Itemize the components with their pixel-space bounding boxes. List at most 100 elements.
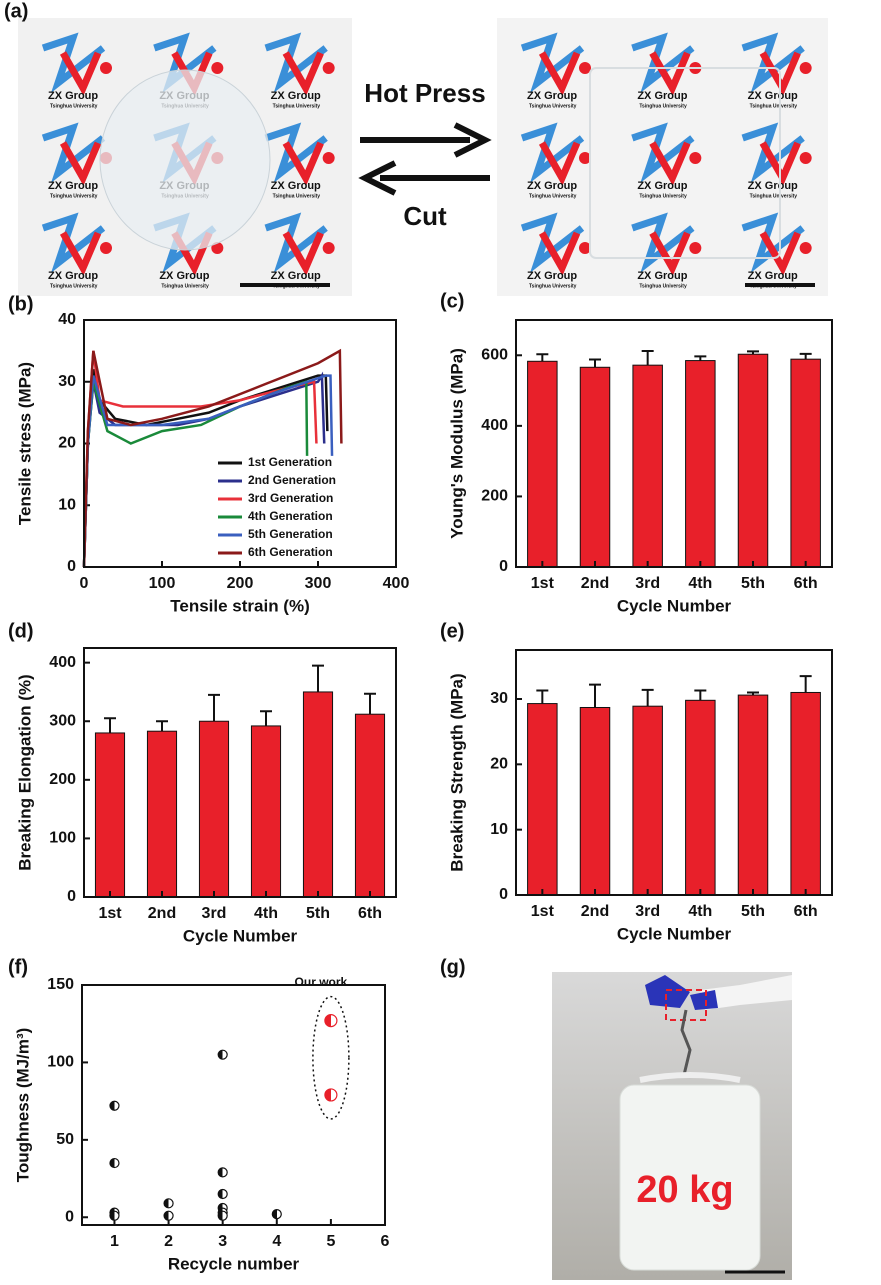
hot-press-label: Hot Press xyxy=(364,78,485,108)
bar xyxy=(579,706,611,896)
logo-red xyxy=(59,231,102,276)
bar xyxy=(146,730,178,898)
logo-dot xyxy=(579,152,591,164)
logo-subtext: Tsinghua University xyxy=(50,103,98,109)
logo-red xyxy=(59,141,102,186)
x-axis-label: Cycle Number xyxy=(617,596,732,615)
x-tick-label: 1st xyxy=(531,575,555,592)
x-tick-label: 4th xyxy=(688,903,712,920)
highlight-ellipse xyxy=(312,995,350,1120)
logo-subtext: Tsinghua University xyxy=(273,103,321,109)
panel-label: (d) xyxy=(8,620,34,642)
logo-dot xyxy=(211,62,224,74)
logo-dot xyxy=(689,152,702,164)
y-tick-label: 100 xyxy=(47,1054,74,1071)
panel-label: (e) xyxy=(440,620,464,642)
error-bar xyxy=(260,710,272,726)
logo-subtext: Tsinghua University xyxy=(639,283,687,289)
logo-dot xyxy=(322,62,335,74)
bar xyxy=(579,366,611,568)
bar xyxy=(790,691,821,896)
legend-label: 6th Generation xyxy=(248,545,333,559)
logo-dot xyxy=(799,242,812,254)
weight-label: 20 kg xyxy=(636,1169,733,1211)
y-tick-label: 20 xyxy=(490,756,508,773)
annotation: Our work xyxy=(295,975,348,989)
logo-dot xyxy=(579,62,591,74)
bar xyxy=(250,725,282,898)
logo-red xyxy=(759,51,801,96)
y-tick-label: 40 xyxy=(58,311,76,328)
x-axis-label: Recycle number xyxy=(168,1254,300,1273)
x-tick-label: 200 xyxy=(227,575,254,592)
x-tick-label: 2nd xyxy=(148,905,176,922)
data-line xyxy=(82,369,329,568)
plot-frame xyxy=(515,319,833,568)
data-point xyxy=(109,1100,120,1111)
legend-label: 3rd Generation xyxy=(248,491,333,505)
logo-text: ZX Group xyxy=(48,90,98,102)
y-tick-label: 100 xyxy=(49,830,76,847)
highlight-box xyxy=(665,989,707,1021)
logo-red xyxy=(759,231,801,276)
data-point xyxy=(163,1198,174,1209)
logo-dot xyxy=(799,152,812,164)
bar xyxy=(302,691,334,898)
y-axis-label: Young's Modulus (MPa) xyxy=(447,348,466,539)
logo-dot xyxy=(579,242,591,254)
x-tick-label: 4th xyxy=(254,905,278,922)
y-tick-label: 0 xyxy=(65,1208,74,1225)
data-line xyxy=(82,374,334,568)
bar xyxy=(685,699,716,896)
y-tick-label: 0 xyxy=(499,558,508,575)
logo-dot xyxy=(689,242,702,254)
x-tick-label: 400 xyxy=(383,575,410,592)
logo-subtext: Tsinghua University xyxy=(750,103,798,109)
arrow-left xyxy=(358,160,490,196)
logo-dot xyxy=(100,242,112,254)
error-bar xyxy=(641,350,654,366)
error-bar xyxy=(104,717,116,733)
logo-subtext: Tsinghua University xyxy=(50,193,98,199)
logo-dot xyxy=(322,242,335,254)
data-line xyxy=(82,348,343,568)
logo-text: ZX Group xyxy=(48,180,98,192)
logo-dot xyxy=(322,152,335,164)
y-tick-label: 600 xyxy=(481,347,508,364)
x-tick-label: 1 xyxy=(110,1233,119,1250)
bar xyxy=(354,713,386,898)
data-point xyxy=(217,1210,228,1221)
y-axis-label: Breaking Elongation (%) xyxy=(15,674,34,870)
y-tick-label: 400 xyxy=(49,654,76,671)
plot-frame xyxy=(83,319,397,568)
error-bar xyxy=(694,689,707,701)
y-tick-label: 200 xyxy=(49,771,76,788)
error-bar xyxy=(536,353,549,362)
logo-subtext: Tsinghua University xyxy=(639,103,687,109)
y-axis-label: Tensile stress (MPa) xyxy=(15,362,34,525)
plot-frame xyxy=(83,647,397,898)
logo-subtext: Tsinghua University xyxy=(273,193,321,199)
logo-text: ZX Group xyxy=(271,270,321,282)
error-bar xyxy=(156,720,168,732)
cut-label: Cut xyxy=(403,201,447,231)
x-tick-label: 1st xyxy=(531,903,555,920)
x-axis-label: Cycle Number xyxy=(183,926,298,945)
logo-text: ZX Group xyxy=(748,90,798,102)
error-bar xyxy=(589,683,601,708)
y-tick-label: 200 xyxy=(481,488,508,505)
y-axis-label: Toughness (MJ/m³) xyxy=(13,1028,32,1183)
logo-text: ZX Group xyxy=(48,270,98,282)
logo-text: ZX Group xyxy=(527,270,577,282)
data-point xyxy=(217,1049,228,1060)
x-tick-label: 6th xyxy=(358,905,382,922)
logo-red xyxy=(282,51,324,96)
data-point xyxy=(217,1167,228,1178)
logo-red xyxy=(282,141,324,186)
bar xyxy=(685,360,716,568)
error-bar xyxy=(536,689,549,704)
x-tick-label: 0 xyxy=(80,575,89,592)
logo-red xyxy=(649,51,691,96)
error-bar xyxy=(747,350,759,355)
x-tick-label: 2nd xyxy=(581,903,609,920)
